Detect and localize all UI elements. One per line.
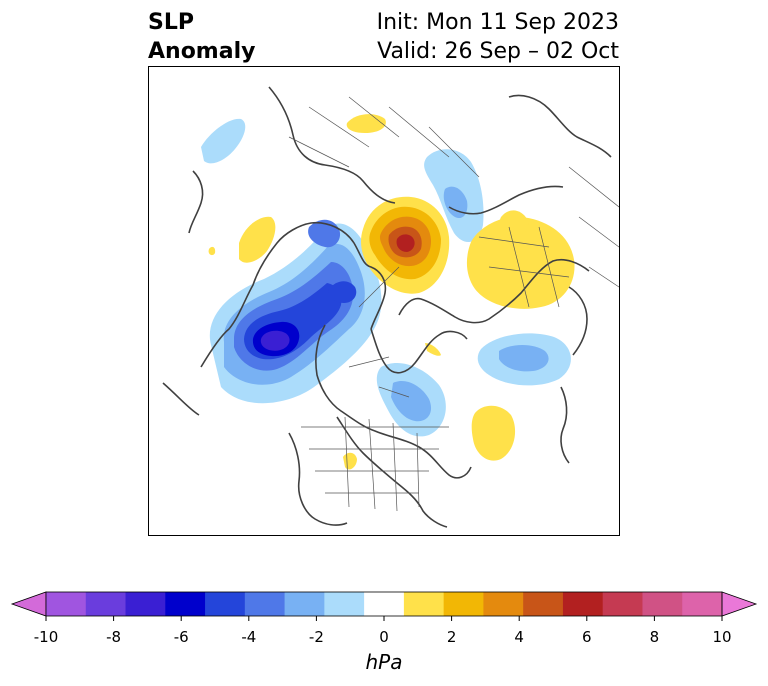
positive-anomaly-north-siberia xyxy=(466,210,575,309)
map-panel xyxy=(148,66,620,536)
colorbar xyxy=(10,591,758,621)
colorbar-tick-label: -8 xyxy=(106,628,122,646)
colorbar-swatch xyxy=(443,592,484,616)
colorbar-tick-label: 6 xyxy=(582,628,592,646)
colorbar-swatch xyxy=(602,592,643,616)
colorbar-tick-label: 4 xyxy=(514,628,524,646)
colorbar-swatch xyxy=(85,592,127,616)
colorbar-swatch xyxy=(483,592,524,616)
anomaly-map xyxy=(162,86,619,528)
positive-anomaly-arctic-alaska xyxy=(361,196,450,294)
negative-anomaly-siberia xyxy=(424,149,484,243)
colorbar-swatch xyxy=(125,592,166,616)
chart-title-variable: SLP Anomaly xyxy=(148,8,255,66)
negative-anomaly-west-canada xyxy=(209,219,382,404)
colorbar-swatch xyxy=(205,592,246,616)
coastlines xyxy=(162,86,612,528)
colorbar-swatch xyxy=(523,592,564,616)
negative-anomaly-north-atlantic xyxy=(477,333,571,386)
colorbar-tick-label: -10 xyxy=(33,628,59,646)
colorbar-extend-min xyxy=(10,591,47,617)
positive-anomaly-minor xyxy=(208,114,516,470)
title-line-1: SLP xyxy=(148,10,194,35)
political-boundaries xyxy=(288,96,619,512)
valid-date-range: Valid: 26 Sep – 02 Oct xyxy=(377,39,619,64)
colorbar-units: hPa xyxy=(365,650,403,674)
colorbar-tick-label: -4 xyxy=(241,628,257,646)
colorbar-swatch xyxy=(324,592,365,616)
colorbar-tick-label: 8 xyxy=(649,628,660,646)
title-line-2: Anomaly xyxy=(148,39,256,64)
colorbar-swatch xyxy=(403,592,445,616)
colorbar-tick-label: -2 xyxy=(308,628,324,646)
colorbar-tick-label: 10 xyxy=(712,628,732,646)
colorbar-swatch xyxy=(364,592,405,616)
colorbar-swatch xyxy=(642,592,683,616)
colorbar-swatch xyxy=(682,592,723,616)
negative-anomaly-pacific xyxy=(201,118,246,164)
negative-anomaly-hudson-bay xyxy=(376,363,446,437)
colorbar-swatch xyxy=(244,592,286,616)
init-date: Init: Mon 11 Sep 2023 xyxy=(376,10,619,35)
chart-title-dates: Init: Mon 11 Sep 2023 Valid: 26 Sep – 02… xyxy=(377,8,619,66)
colorbar-extend-max xyxy=(721,591,758,617)
colorbar-swatch xyxy=(46,592,87,616)
colorbar-tick-label: 2 xyxy=(446,628,457,646)
colorbar-tick-label: 0 xyxy=(379,628,389,646)
colorbar-tick-label: -6 xyxy=(173,628,189,646)
colorbar-swatch xyxy=(165,592,206,616)
colorbar-swatch xyxy=(562,592,604,616)
colorbar-swatch xyxy=(284,592,325,616)
